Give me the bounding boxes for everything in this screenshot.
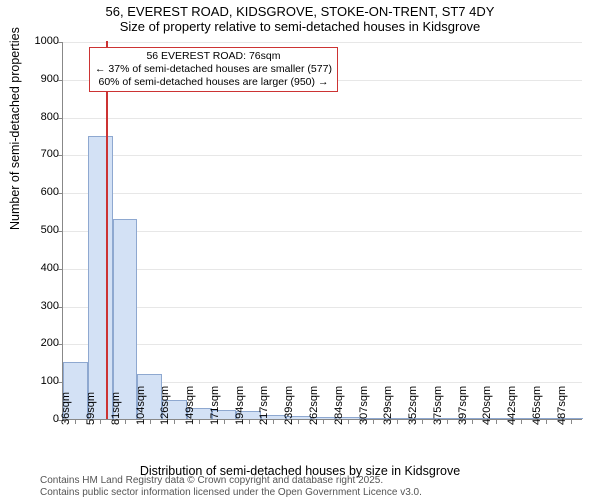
x-tick-mark — [75, 419, 76, 424]
y-tick-label: 400 — [23, 262, 59, 274]
x-tick-mark — [571, 419, 572, 424]
gridline — [63, 307, 582, 308]
y-tick-label: 200 — [23, 337, 59, 349]
x-tick-mark — [447, 419, 448, 424]
x-tick-label: 397sqm — [457, 386, 469, 425]
x-tick-mark — [100, 419, 101, 424]
y-tick-label: 1000 — [23, 35, 59, 47]
gridline — [63, 269, 582, 270]
gridline — [63, 155, 582, 156]
x-tick-mark — [174, 419, 175, 424]
title-block: 56, EVEREST ROAD, KIDSGROVE, STOKE-ON-TR… — [0, 0, 600, 34]
footer-line-2: Contains public sector information licen… — [40, 487, 422, 499]
x-tick-label: 487sqm — [556, 386, 568, 425]
x-tick-label: 420sqm — [481, 386, 493, 425]
x-tick-mark — [397, 419, 398, 424]
y-axis-label: Number of semi-detached properties — [8, 27, 22, 230]
histogram-bar — [88, 136, 113, 420]
x-tick-label: 171sqm — [209, 386, 221, 425]
gridline — [63, 231, 582, 232]
y-tick-label: 900 — [23, 73, 59, 85]
title-line-1: 56, EVEREST ROAD, KIDSGROVE, STOKE-ON-TR… — [0, 4, 600, 19]
histogram-bar — [113, 219, 138, 419]
x-tick-label: 307sqm — [358, 386, 370, 425]
x-tick-label: 36sqm — [60, 392, 72, 425]
x-tick-mark — [224, 419, 225, 424]
annotation-line-3: 60% of semi-detached houses are larger (… — [95, 76, 332, 89]
x-tick-mark — [496, 419, 497, 424]
gridline — [63, 118, 582, 119]
x-tick-label: 149sqm — [184, 386, 196, 425]
y-tick-label: 0 — [23, 413, 59, 425]
y-tick-label: 100 — [23, 375, 59, 387]
footer: Contains HM Land Registry data © Crown c… — [40, 475, 422, 498]
x-tick-mark — [323, 419, 324, 424]
y-tick-label: 300 — [23, 300, 59, 312]
x-tick-mark — [373, 419, 374, 424]
x-tick-mark — [199, 419, 200, 424]
x-tick-mark — [521, 419, 522, 424]
x-tick-label: 352sqm — [407, 386, 419, 425]
x-tick-label: 329sqm — [382, 386, 394, 425]
x-tick-mark — [348, 419, 349, 424]
x-tick-label: 465sqm — [531, 386, 543, 425]
x-tick-mark — [546, 419, 547, 424]
x-tick-label: 81sqm — [110, 392, 122, 425]
x-tick-label: 442sqm — [506, 386, 518, 425]
x-tick-label: 104sqm — [135, 386, 147, 425]
footer-line-1: Contains HM Land Registry data © Crown c… — [40, 475, 422, 487]
x-tick-mark — [273, 419, 274, 424]
y-tick-label: 500 — [23, 224, 59, 236]
x-tick-mark — [249, 419, 250, 424]
chart-plot-area: 0100200300400500600700800900100036sqm59s… — [62, 42, 582, 420]
x-tick-mark — [422, 419, 423, 424]
x-tick-mark — [472, 419, 473, 424]
annotation-line-1: 56 EVEREST ROAD: 76sqm — [95, 50, 332, 63]
x-tick-label: 375sqm — [432, 386, 444, 425]
property-marker-line — [106, 41, 108, 419]
gridline — [63, 42, 582, 43]
annotation-line-2: ← 37% of semi-detached houses are smalle… — [95, 63, 332, 76]
chart-container: 56, EVEREST ROAD, KIDSGROVE, STOKE-ON-TR… — [0, 0, 600, 500]
x-tick-label: 194sqm — [234, 386, 246, 425]
y-tick-label: 700 — [23, 148, 59, 160]
x-tick-mark — [150, 419, 151, 424]
title-line-2: Size of property relative to semi-detach… — [0, 19, 600, 34]
x-tick-mark — [125, 419, 126, 424]
x-tick-label: 239sqm — [283, 386, 295, 425]
gridline — [63, 193, 582, 194]
gridline — [63, 344, 582, 345]
x-tick-label: 262sqm — [308, 386, 320, 425]
x-tick-label: 126sqm — [159, 386, 171, 425]
y-tick-label: 600 — [23, 186, 59, 198]
annotation-box: 56 EVEREST ROAD: 76sqm ← 37% of semi-det… — [89, 47, 338, 92]
x-tick-mark — [298, 419, 299, 424]
x-tick-label: 59sqm — [85, 392, 97, 425]
x-tick-label: 217sqm — [258, 386, 270, 425]
y-tick-label: 800 — [23, 111, 59, 123]
x-tick-label: 284sqm — [333, 386, 345, 425]
